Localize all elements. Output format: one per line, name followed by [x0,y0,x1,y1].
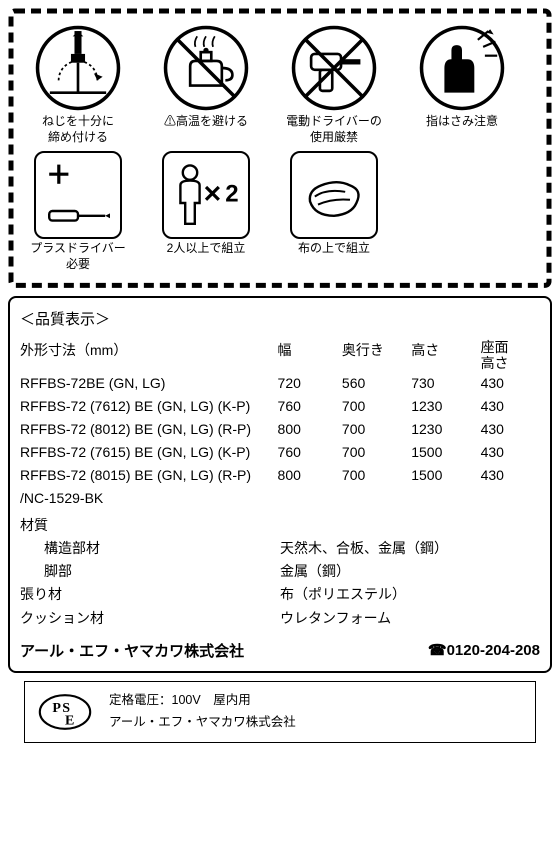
caution-label: 指はさみ注意 [426,114,498,130]
two-persons-icon: 2 [162,151,250,239]
spec-panel: ＜品質表示＞ 外形寸法（mm） 幅 奥行き 高さ 座面 高さ RFFBS-72B… [8,296,552,672]
col-width: 幅 [278,339,342,371]
spec-row: RFFBS-72 (8012) BE (GN, LG) (R-P) 800 70… [20,418,540,441]
spec-title: ＜品質表示＞ [20,308,540,329]
spec-row: RFFBS-72 (7615) BE (GN, LG) (K-P) 760 70… [20,441,540,464]
pse-line2: アール・エフ・ヤマカワ株式会社 [109,712,296,733]
company-name: アール・エフ・ヤマカワ株式会社 [20,640,244,661]
screw-tighten-icon [34,24,122,112]
caution-label: 布の上で組立 [298,241,370,257]
caution-panel: ねじを十分に 締め付ける ⚠高温を避ける [8,8,552,288]
spec-extra-code: /NC-1529-BK [20,487,540,510]
company-row: アール・エフ・ヤマカワ株式会社 ☎0120-204-208 [20,640,540,661]
material-row: 張り材 布（ポリエステル） [20,583,540,606]
caution-label: ⚠高温を避ける [164,114,248,130]
on-cloth-icon [290,151,378,239]
pse-text: 定格電圧：100V 屋内用 アール・エフ・ヤマカワ株式会社 [109,690,296,733]
pse-line1: 定格電圧：100V 屋内用 [109,690,296,711]
material-row: クッション材 ウレタンフォーム [20,607,540,630]
caution-item-driver: プラスドライバー 必要 [18,151,138,272]
spec-row: RFFBS-72 (7612) BE (GN, LG) (K-P) 760 70… [20,395,540,418]
material-row: 脚部 金属（鋼） [20,560,540,583]
caution-label: プラスドライバー 必要 [30,241,126,272]
phillips-driver-icon [34,151,122,239]
material-title: 材質 [20,514,540,537]
col-seat: 座面 高さ [481,339,540,371]
pinch-caution-icon [418,24,506,112]
spec-header-row: 外形寸法（mm） 幅 奥行き 高さ 座面 高さ [20,339,540,371]
caution-label: 電動ドライバーの 使用厳禁 [286,114,382,145]
spec-row: RFFBS-72 (8015) BE (GN, LG) (R-P) 800 70… [20,464,540,487]
col-height: 高さ [411,339,480,371]
pse-panel: P S E 定格電圧：100V 屋内用 アール・エフ・ヤマカワ株式会社 [24,681,536,743]
caution-label: ねじを十分に 締め付ける [42,114,114,145]
caution-item-screw: ねじを十分に 締め付ける [18,24,138,145]
company-phone: ☎0120-204-208 [428,641,540,659]
svg-text:2: 2 [225,181,238,208]
caution-item-twopersons: 2 2人以上で組立 [146,151,266,272]
col-depth: 奥行き [342,339,411,371]
avoid-heat-icon [162,24,250,112]
caution-item-powerdriver: 電動ドライバーの 使用厳禁 [274,24,394,145]
caution-row-2: プラスドライバー 必要 2 2人以上で組立 [18,151,542,272]
caution-item-cloth: 布の上で組立 [274,151,394,272]
caution-label: 2人以上で組立 [167,241,246,257]
dim-label: 外形寸法（mm） [20,339,278,371]
spec-row: RFFBS-72BE (GN, LG) 720 560 730 430 [20,372,540,395]
caution-item-heat: ⚠高温を避ける [146,24,266,145]
spec-table: 外形寸法（mm） 幅 奥行き 高さ 座面 高さ RFFBS-72BE (GN, … [20,339,540,510]
material-section: 材質 構造部材 天然木、合板、金属（鋼） 脚部 金属（鋼） 張り材 布（ポリエス… [20,514,540,629]
material-row: 構造部材 天然木、合板、金属（鋼） [20,537,540,560]
caution-item-pinch: 指はさみ注意 [402,24,522,145]
pse-mark-icon: P S E [37,690,93,734]
svg-text:P: P [52,701,61,716]
caution-row-1: ねじを十分に 締め付ける ⚠高温を避ける [18,24,542,145]
svg-text:E: E [65,713,74,728]
no-power-driver-icon [290,24,378,112]
